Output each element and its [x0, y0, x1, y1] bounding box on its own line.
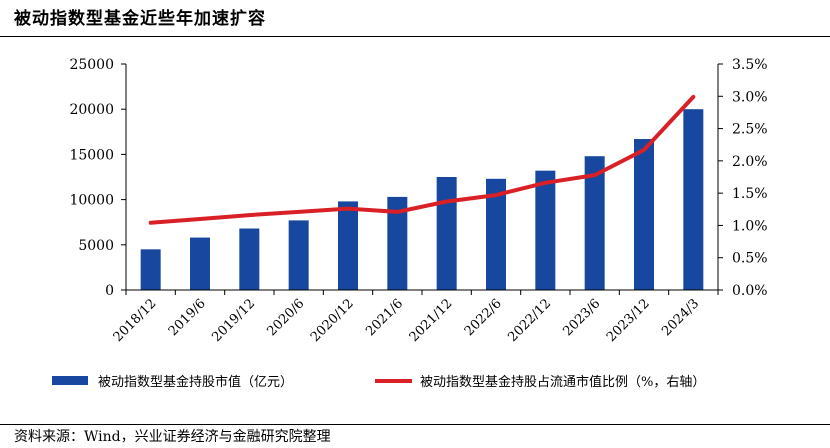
ratio-line: [148, 94, 696, 225]
left-tick-label: 25000: [69, 57, 114, 73]
bar-2021/6: [387, 196, 408, 290]
right-tick-label: 2.5%: [732, 122, 768, 138]
left-tick-label: 0: [105, 283, 114, 299]
bar-2023/12: [634, 139, 654, 290]
bar-2018/12: [140, 249, 161, 290]
x-tick-label: 2019/6: [166, 296, 209, 339]
x-tick-label: 2022/6: [462, 296, 505, 339]
chart-title: 被动指数型基金近些年加速扩容: [14, 9, 266, 29]
legend-bar-label: 被动指数型基金持股市值（亿元）: [98, 374, 293, 390]
bar-2021/12: [436, 177, 457, 290]
legend: 被动指数型基金持股市值（亿元） 被动指数型基金持股占流通市值比例（%，右轴）: [52, 374, 705, 390]
legend-bar-swatch: [52, 376, 88, 385]
x-tick-label: 2021/12: [407, 296, 456, 345]
right-tick-label: 1.0%: [732, 218, 768, 234]
left-tick-label: 15000: [69, 147, 114, 163]
chart-area: 0 5000 10000 15000 20000 25000 0.0% 0.5% 1.0% 1.5…: [52, 57, 768, 390]
x-tick-label: 2018/12: [111, 296, 160, 345]
right-tick-label: 0.5%: [732, 251, 768, 267]
x-tick-label: 2024/3: [659, 296, 702, 339]
bar-2020/6: [288, 220, 309, 290]
x-tick-label: 2019/12: [209, 296, 258, 345]
bar-2022/12: [535, 170, 556, 290]
x-tick-label: 2021/6: [363, 296, 406, 339]
x-tick-label: 2022/12: [505, 296, 554, 345]
bar-2020/12: [338, 201, 358, 290]
axes: 0 5000 10000 15000 20000 25000 0.0% 0.5% 1.0% 1.5…: [69, 57, 767, 345]
right-tick-label: 3.0%: [732, 89, 768, 105]
left-tick-label: 20000: [69, 102, 114, 118]
x-tick-label: 2020/6: [265, 296, 308, 339]
x-tick-label: 2020/12: [308, 296, 357, 345]
right-tick-label: 2.0%: [732, 154, 768, 170]
bottom-divider: [0, 424, 830, 425]
source-note: 资料来源：Wind，兴业证券经济与金融研究院整理: [14, 429, 331, 445]
top-divider: [0, 36, 830, 37]
bar-2024/3: [683, 109, 704, 290]
left-tick-label: 10000: [69, 193, 114, 209]
legend-line-label: 被动指数型基金持股占流通市值比例（%，右轴）: [420, 374, 705, 390]
bar-series: [140, 109, 704, 290]
bar-2019/6: [190, 237, 210, 290]
right-tick-label: 0.0%: [732, 283, 768, 299]
bar-2019/12: [239, 228, 260, 290]
bar-2023/6: [584, 156, 605, 290]
right-tick-label: 1.5%: [732, 186, 768, 202]
bar-2022/6: [486, 178, 506, 290]
left-tick-label: 5000: [78, 238, 114, 254]
x-tick-label: 2023/12: [604, 296, 653, 345]
x-tick-label: 2023/6: [561, 296, 604, 339]
right-tick-label: 3.5%: [732, 57, 768, 73]
